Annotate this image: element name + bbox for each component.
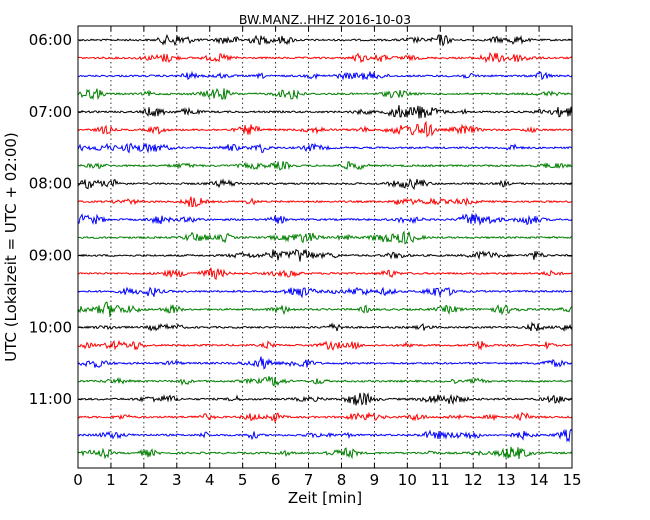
x-tick-label: 10 (398, 471, 417, 489)
y-tick-label: 11:00 (29, 390, 72, 408)
trace-10:00 (77, 321, 573, 333)
y-tick-label: 09:00 (29, 246, 72, 264)
x-tick-label: 13 (497, 471, 516, 489)
x-tick-label: 14 (530, 471, 549, 489)
trace-07:00 (77, 105, 573, 119)
grid-lines (110, 26, 540, 468)
trace-11:15 (77, 411, 573, 424)
x-tick-label: 9 (370, 471, 380, 489)
x-tick-label: 5 (238, 471, 248, 489)
trace-06:30 (77, 70, 573, 81)
y-axis-ticks: 06:00 07:00 08:00 09:00 10:00 11:00 (29, 31, 572, 408)
y-tick-label: 07:00 (29, 103, 72, 121)
chart-title: BW.MANZ..HHZ 2016-10-03 (239, 12, 411, 27)
trace-07:30 (77, 142, 573, 154)
trace-09:45 (77, 301, 573, 318)
trace-08:30 (77, 212, 573, 226)
trace-08:00 (77, 178, 573, 191)
x-tick-label: 11 (431, 471, 450, 489)
trace-08:45 (77, 230, 573, 245)
x-tick-label: 7 (304, 471, 314, 489)
seismic-traces (77, 33, 573, 460)
trace-10:45 (77, 376, 573, 387)
trace-09:15 (77, 267, 573, 280)
x-tick-label: 6 (271, 471, 281, 489)
x-axis-label: Zeit [min] (288, 489, 362, 507)
trace-06:15 (77, 51, 573, 64)
x-tick-label: 3 (172, 471, 182, 489)
x-tick-label: 2 (139, 471, 149, 489)
trace-09:30 (77, 286, 573, 299)
trace-06:00 (77, 33, 573, 47)
y-axis-label: UTC (Lokalzeit = UTC + 02:00) (2, 132, 20, 362)
x-tick-label: 8 (337, 471, 347, 489)
trace-11:00 (77, 392, 573, 406)
trace-10:15 (77, 339, 573, 351)
trace-10:30 (77, 356, 573, 370)
y-tick-label: 08:00 (29, 175, 72, 193)
trace-07:15 (77, 120, 573, 138)
trace-08:15 (77, 196, 573, 208)
x-tick-label: 15 (562, 471, 581, 489)
trace-07:45 (77, 160, 573, 171)
x-tick-label: 1 (106, 471, 116, 489)
y-tick-label: 10:00 (29, 318, 72, 336)
trace-11:30 (77, 428, 573, 443)
x-axis-ticks: 0 1 2 3 4 5 6 7 8 9 10 11 12 13 14 15 (73, 26, 582, 489)
trace-11:45 (77, 446, 573, 460)
trace-06:45 (77, 87, 573, 101)
x-tick-label: 0 (73, 471, 83, 489)
y-tick-label: 06:00 (29, 31, 72, 49)
trace-09:00 (77, 248, 573, 262)
plot-frame (77, 25, 573, 469)
x-tick-label: 12 (464, 471, 483, 489)
x-tick-label: 4 (205, 471, 215, 489)
